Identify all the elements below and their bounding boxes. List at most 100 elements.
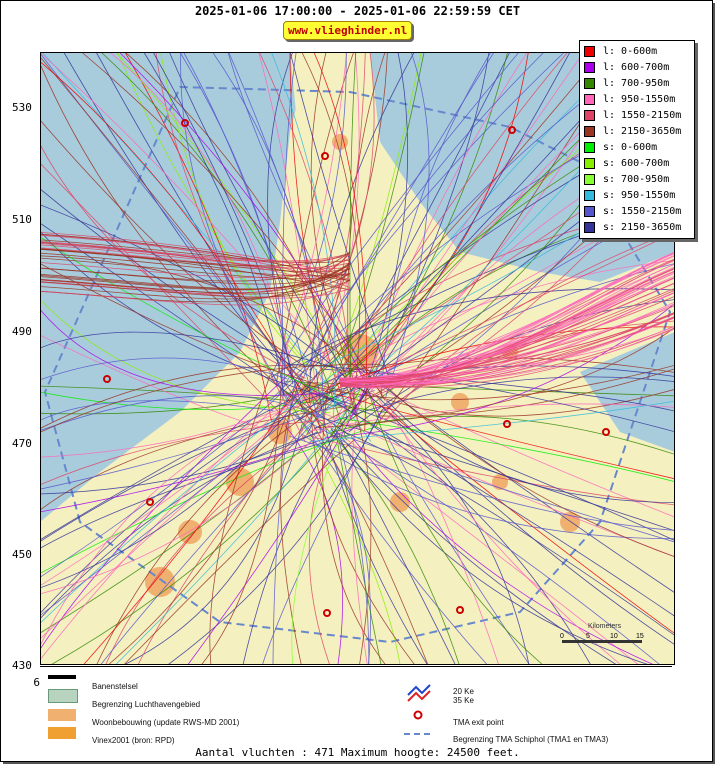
flight-track	[322, 384, 387, 665]
flight-track	[379, 389, 500, 665]
flight-track	[143, 52, 285, 396]
legend-label: s: 950-1550m	[603, 189, 676, 201]
key-ke20: 20 Ke	[453, 687, 474, 696]
legend-item: l: 950-1550m	[580, 91, 694, 107]
flight-track	[271, 52, 495, 426]
flight-track	[40, 188, 313, 379]
flight-track	[320, 389, 675, 480]
legend-item: s: 0-600m	[580, 139, 694, 155]
flight-track	[40, 241, 351, 262]
flight-track	[40, 438, 338, 549]
flight-track	[180, 52, 289, 404]
flight-track	[40, 407, 289, 646]
flight-track	[353, 52, 490, 415]
legend-item: s: 600-700m	[580, 155, 694, 171]
flight-track	[40, 273, 351, 295]
svg-text:Kilometers: Kilometers	[588, 623, 622, 630]
flight-track	[40, 232, 351, 277]
key-ke35: 35 Ke	[453, 696, 474, 705]
flight-track	[107, 417, 287, 665]
tma-boundary-icon	[404, 733, 434, 735]
flight-track	[40, 262, 351, 291]
flight-track	[310, 436, 675, 506]
legend-item: l: 700-950m	[580, 75, 694, 91]
flight-track	[40, 279, 351, 306]
site-label[interactable]: www.vlieghinder.nl	[283, 21, 413, 40]
flight-track	[179, 52, 285, 384]
flight-track	[349, 52, 528, 403]
flight-track	[383, 230, 675, 423]
flight-track	[330, 428, 650, 665]
flight-track	[289, 435, 675, 531]
flight-track	[277, 231, 675, 416]
tma-exit-points	[103, 119, 610, 617]
flight-track	[289, 52, 391, 380]
flight-track	[40, 395, 328, 431]
flight-track	[343, 381, 372, 665]
legend-label: s: 2150-3650m	[603, 221, 682, 233]
flight-track	[40, 425, 281, 616]
flight-track	[345, 376, 530, 665]
legend-item: s: 700-950m	[580, 171, 694, 187]
ke-contour-icon	[407, 684, 431, 702]
legend-swatch	[584, 45, 595, 57]
legend-label: s: 700-950m	[603, 173, 670, 185]
svg-text:5: 5	[586, 633, 590, 640]
flight-track	[40, 370, 358, 458]
legend-swatch	[584, 205, 595, 217]
key-housing: Woonbebouwing (update RWS-MD 2001)	[92, 718, 240, 727]
flight-track	[348, 372, 675, 518]
flight-track	[330, 52, 585, 427]
legend-swatch	[584, 61, 595, 73]
tma-exit-icon	[413, 710, 423, 720]
flight-track	[200, 366, 283, 665]
flight-track	[40, 239, 351, 264]
flight-track	[335, 432, 675, 543]
flight-track	[227, 52, 366, 374]
legend-swatch	[584, 221, 595, 233]
flight-track	[282, 260, 675, 418]
flight-track	[40, 399, 285, 660]
legend-label: l: 1550-2150m	[603, 109, 682, 121]
y-tick: 450	[12, 548, 32, 561]
flight-track	[277, 52, 565, 396]
flight-track	[40, 251, 351, 282]
svg-text:15: 15	[636, 633, 644, 640]
flight-track	[123, 438, 356, 665]
flight-track	[349, 52, 357, 383]
legend-swatch	[584, 157, 595, 169]
flight-track	[339, 311, 675, 380]
flight-track	[385, 52, 430, 399]
flight-track	[334, 429, 618, 665]
flight-track	[40, 398, 357, 595]
flight-track	[228, 52, 348, 419]
flight-track	[301, 364, 675, 401]
legend-label: l: 0-600m	[603, 45, 658, 57]
flight-track	[40, 430, 325, 619]
flight-track	[339, 252, 675, 381]
flight-track	[209, 374, 271, 665]
legend-item: s: 2150-3650m	[580, 219, 694, 235]
flight-track	[292, 413, 661, 665]
flight-track	[339, 263, 675, 383]
flight-track	[301, 52, 361, 414]
flight-track	[376, 368, 675, 417]
flight-track	[40, 257, 351, 278]
map-border	[40, 52, 675, 665]
flight-track	[40, 144, 306, 379]
flight-track	[40, 421, 282, 640]
flight-track	[187, 389, 365, 665]
flight-track	[352, 52, 571, 413]
flight-track	[105, 422, 325, 665]
flight-track	[40, 419, 324, 486]
flight-track	[40, 235, 351, 288]
flight-track	[40, 371, 292, 650]
flight-track	[81, 52, 386, 401]
flight-track	[298, 52, 375, 363]
legend-swatch	[584, 189, 595, 201]
key-tma-exit: TMA exit point	[453, 718, 504, 727]
legend-label: l: 950-1550m	[603, 93, 676, 105]
flight-track	[40, 52, 341, 375]
map-key: Banenstelsel Begrenzing Luchthavengebied…	[40, 666, 672, 747]
flight-track	[282, 52, 297, 401]
